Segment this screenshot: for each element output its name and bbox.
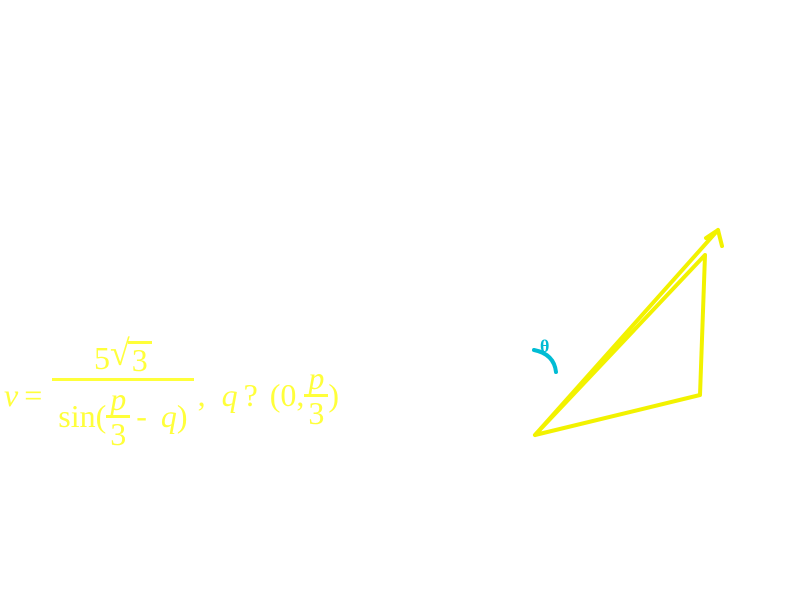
angle-arc [534,350,556,372]
arrow-shaft [535,230,718,435]
vector-diagram [0,0,800,600]
canvas: v = 5 √ 3 sin ( p 3 [0,0,800,600]
